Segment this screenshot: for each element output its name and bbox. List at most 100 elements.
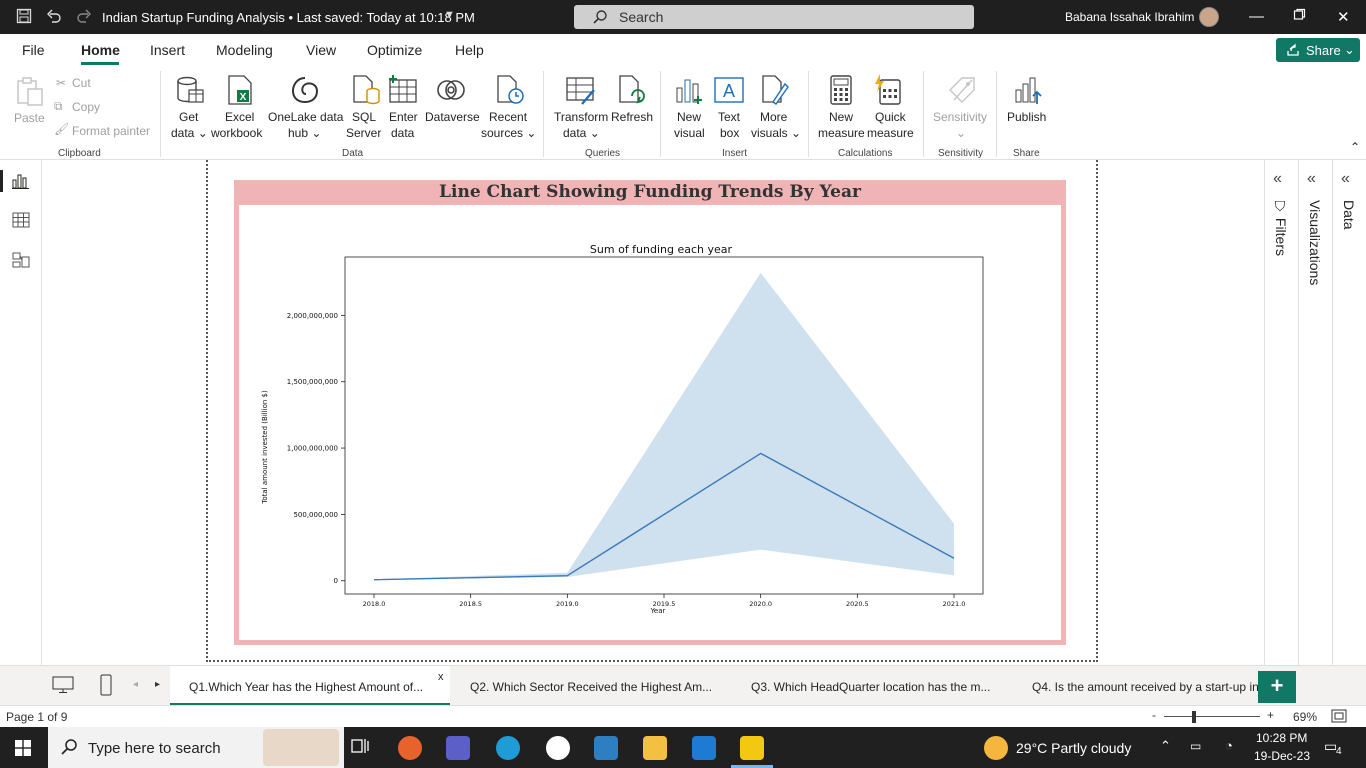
tab-scroll-right-icon[interactable]: ▸ (155, 679, 161, 690)
sql-label-2[interactable]: Server (346, 126, 382, 140)
cut-button[interactable]: Cut (72, 76, 91, 90)
refresh-button[interactable]: Refresh (611, 110, 654, 124)
new-measure-icon (825, 74, 857, 106)
tab-scroll-left-icon[interactable]: ◂ (133, 679, 139, 690)
text-box-label-2[interactable]: box (720, 126, 740, 140)
desktop-layout-icon[interactable] (52, 676, 74, 699)
taskbar-search[interactable]: Type here to search (48, 727, 344, 768)
title-dropdown-icon[interactable]: ▼ (444, 9, 455, 21)
quick-measure-label-2[interactable]: measure (867, 126, 914, 140)
wifi-icon[interactable]: ◔ (1225, 738, 1233, 753)
new-measure-label-2[interactable]: measure (818, 126, 865, 140)
y-tick-label: 1,000,000,000 (287, 445, 338, 453)
menu-help[interactable]: Help (455, 42, 484, 58)
excel-label-2[interactable]: workbook (211, 126, 263, 140)
close-icon[interactable]: ✕ (1337, 9, 1350, 26)
tab-q4[interactable]: Q4. Is the amount received by a start-up… (1010, 666, 1258, 706)
excel-label-1[interactable]: Excel (225, 110, 255, 124)
share-button[interactable]: Share ⌄ (1276, 38, 1360, 62)
enter-data-label-2[interactable]: data (391, 126, 415, 140)
new-measure-label-1[interactable]: New (829, 110, 854, 124)
zoom-level[interactable]: 69% (1293, 710, 1318, 724)
more-visuals-label-1[interactable]: More (760, 110, 788, 124)
vscode-icon[interactable] (692, 736, 716, 760)
publish-button[interactable]: Publish (1007, 110, 1047, 124)
clock-time[interactable]: 10:28 PM (1256, 731, 1308, 745)
recent-sources-label-1[interactable]: Recent (489, 110, 528, 124)
text-box-label-1[interactable]: Text (718, 110, 741, 124)
task-view-icon[interactable] (350, 736, 374, 760)
expand-filters-icon[interactable]: « (1273, 170, 1282, 187)
notifications-icon[interactable]: ▭ (1324, 738, 1338, 754)
menu-file[interactable]: File (22, 42, 45, 58)
undo-icon[interactable] (46, 8, 62, 27)
filters-pane[interactable]: « ⛉ Filters (1264, 160, 1298, 665)
windows-start-icon[interactable] (15, 740, 31, 761)
weather-text[interactable]: 29°C Partly cloudy (1016, 740, 1132, 756)
add-page-button[interactable]: + (1258, 671, 1296, 703)
data-pane[interactable]: « Data (1332, 160, 1366, 665)
restore-icon[interactable] (1293, 8, 1306, 25)
redo-icon[interactable] (76, 8, 92, 27)
get-data-label-1[interactable]: Get (179, 110, 199, 124)
transform-data-label-2[interactable]: data ⌄ (563, 126, 600, 140)
sql-label-1[interactable]: SQL (352, 110, 377, 124)
tab-q1[interactable]: Q1.Which Year has the Highest Amount of.… (170, 666, 450, 706)
menu-optimize[interactable]: Optimize (367, 42, 423, 58)
collapse-ribbon-icon[interactable]: ⌃ (1350, 140, 1361, 154)
get-data-label-2[interactable]: data ⌄ (171, 126, 208, 140)
search-box[interactable]: Search (574, 5, 974, 29)
expand-data-icon[interactable]: « (1341, 170, 1350, 187)
recent-sources-label-2[interactable]: sources ⌄ (481, 126, 537, 140)
weather-icon[interactable] (984, 736, 1008, 760)
tab-q3[interactable]: Q3. Which HeadQuarter location has the m… (730, 666, 1010, 706)
minimize-icon[interactable]: — (1249, 8, 1264, 25)
format-painter-button[interactable]: Format painter (72, 124, 151, 138)
sensitivity-label[interactable]: Sensitivity (933, 110, 988, 124)
copy-button[interactable]: Copy (72, 100, 101, 114)
firefox-icon[interactable] (398, 736, 422, 760)
onelake-label-1[interactable]: OneLake data (268, 110, 344, 124)
clock-date[interactable]: 19-Dec-23 (1254, 749, 1311, 763)
quick-measure-label-1[interactable]: Quick (875, 110, 906, 124)
new-visual-label-2[interactable]: visual (674, 126, 705, 140)
menu-insert[interactable]: Insert (150, 42, 186, 58)
line-chart-visual[interactable]: Line Chart Showing Funding Trends By Yea… (234, 180, 1066, 645)
fit-to-page-icon[interactable] (1331, 709, 1347, 726)
transform-data-label-1[interactable]: Transform (554, 110, 609, 124)
menu-view[interactable]: View (306, 42, 337, 58)
file-explorer-icon[interactable] (643, 736, 667, 760)
model-view-icon[interactable] (11, 251, 31, 269)
tab-close-icon[interactable]: x (438, 671, 444, 683)
user-name[interactable]: Babana Issahak Ibrahim (1065, 10, 1195, 24)
dataverse-button[interactable]: Dataverse (425, 110, 480, 124)
sensitivity-chevron[interactable]: ⌄ (956, 126, 967, 140)
zoom-in-icon[interactable]: + (1267, 708, 1275, 722)
visualizations-pane[interactable]: « Visualizations (1298, 160, 1332, 665)
zoom-slider-thumb[interactable] (1192, 711, 1196, 723)
mobile-layout-icon[interactable] (100, 674, 112, 701)
show-hidden-icons[interactable]: ⌃ (1160, 738, 1171, 753)
more-visuals-label-2[interactable]: visuals ⌄ (751, 126, 802, 140)
report-view-icon[interactable] (11, 172, 31, 190)
table-view-icon[interactable] (11, 211, 31, 229)
powerbi-icon[interactable] (740, 736, 764, 760)
zoom-slider[interactable] (1164, 716, 1260, 717)
save-icon[interactable] (16, 8, 32, 27)
onelake-label-2[interactable]: hub ⌄ (288, 126, 322, 140)
paste-button[interactable]: Paste (14, 111, 45, 125)
zoom-out-icon[interactable]: - (1152, 708, 1156, 722)
avatar[interactable] (1199, 7, 1219, 27)
expand-visualizations-icon[interactable]: « (1307, 170, 1316, 187)
menu-home[interactable]: Home (81, 42, 120, 58)
chatgpt-icon[interactable] (546, 736, 570, 760)
network-icon[interactable]: ▭ (1190, 739, 1202, 753)
tab-q2[interactable]: Q2. Which Sector Received the Highest Am… (450, 666, 730, 706)
new-visual-label-1[interactable]: New (677, 110, 702, 124)
enter-data-label-1[interactable]: Enter (389, 110, 418, 124)
document-title[interactable]: Indian Startup Funding Analysis • Last s… (102, 10, 475, 25)
edge-icon[interactable] (496, 736, 520, 760)
menu-modeling[interactable]: Modeling (216, 42, 273, 58)
snowflake-app-icon[interactable] (594, 736, 618, 760)
teams-icon[interactable] (446, 736, 470, 760)
